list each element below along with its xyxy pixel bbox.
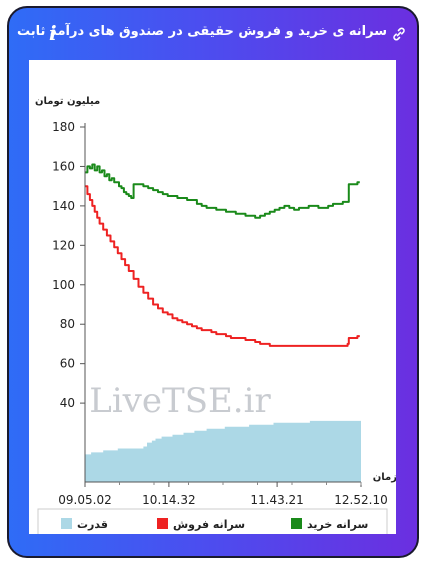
x-tick-label: 10.14.32 [142,493,195,507]
y-tick-label: 40 [60,396,75,410]
series-line-1 [85,185,360,347]
chart-title: سرانه ی خرید و فروش حقیقی در صندوق های د… [17,24,387,39]
x-axis-label: زمان [373,472,396,483]
chart-card: i سرانه ی خرید و فروش حقیقی در صندوق های… [7,6,419,558]
series-line-0 [85,163,360,219]
legend-swatch [157,518,168,529]
watermark: LiveTSE.ir [89,381,271,421]
series-area-power [85,420,361,482]
chart-svg: LiveTSE.ir 40 60 80 100 120 140 160 180 09.05.02… [35,96,397,538]
x-tick-label: 09.05.02 [58,493,111,507]
y-tick-label: 120 [52,238,75,252]
x-tick-label: 12.52.10 [334,493,387,507]
y-tick-label: 80 [60,317,75,331]
x-tick-label: 11.43.21 [250,493,303,507]
title-bar: i سرانه ی خرید و فروش حقیقی در صندوق های… [9,8,417,60]
legend-swatch [61,518,72,529]
legend-swatch [291,518,302,529]
y-tick-label: 60 [60,357,75,371]
legend-label: سرانه فروش [173,518,245,531]
plot-panel: LiveTSE.ir 40 60 80 100 120 140 160 180 09.05.02… [29,60,397,538]
y-tick-label: 100 [52,278,75,292]
legend-box [37,508,388,538]
legend-label: قدرت [77,518,108,531]
y-axis-label: میلیون تومان [35,96,100,107]
legend-label: سرانه خرید [307,518,368,531]
y-tick-label: 180 [52,120,75,134]
y-tick-label: 140 [52,199,75,213]
link-icon[interactable] [391,26,407,42]
y-tick-label: 160 [52,159,75,173]
info-icon[interactable]: i [49,21,57,45]
